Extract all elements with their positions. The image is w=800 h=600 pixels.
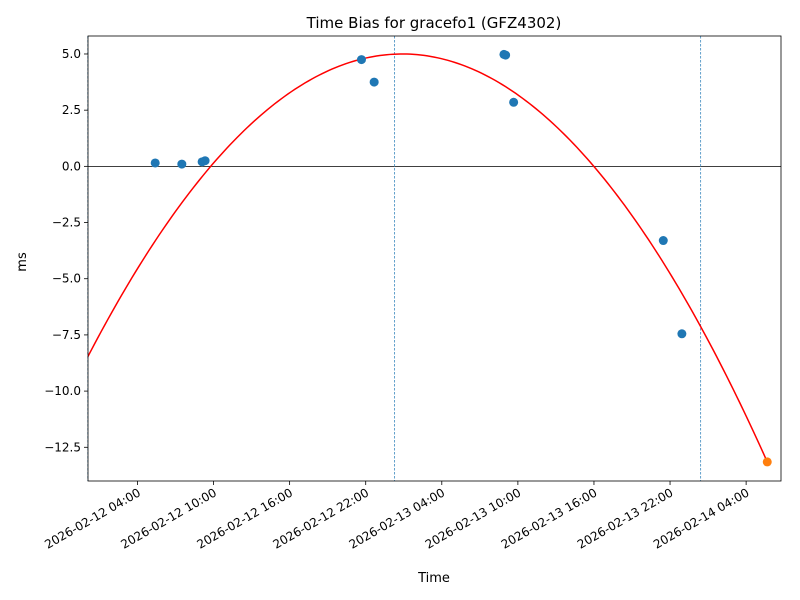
data-point	[356, 55, 366, 65]
y-tick-label: 0.0	[62, 159, 81, 173]
y-tick-label: −7.5	[52, 328, 81, 342]
y-tick-label: 5.0	[62, 47, 81, 61]
data-point	[200, 156, 210, 166]
y-axis-label: ms	[15, 252, 30, 272]
y-tick-label: −10.0	[44, 384, 81, 398]
plot-frame	[87, 35, 782, 482]
y-tick-label: −12.5	[44, 440, 81, 454]
fit-curve	[88, 53, 768, 463]
latest-data-point	[762, 457, 772, 467]
y-tick-label: −2.5	[52, 216, 81, 230]
data-point	[677, 329, 687, 339]
data-point	[658, 236, 668, 246]
data-point	[369, 77, 379, 87]
x-axis-label: Time	[417, 571, 450, 586]
chart-title: Time Bias for gracefo1 (GFZ4302)	[306, 14, 562, 32]
data-point	[501, 50, 511, 60]
data-point	[509, 97, 519, 107]
data-point	[177, 159, 187, 169]
plot-area: 5.02.50.0−2.5−5.0−7.5−10.0−12.52026-02-1…	[42, 35, 782, 552]
y-tick-label: −5.0	[52, 272, 81, 286]
data-point	[150, 158, 160, 168]
y-tick-label: 2.5	[62, 103, 81, 117]
